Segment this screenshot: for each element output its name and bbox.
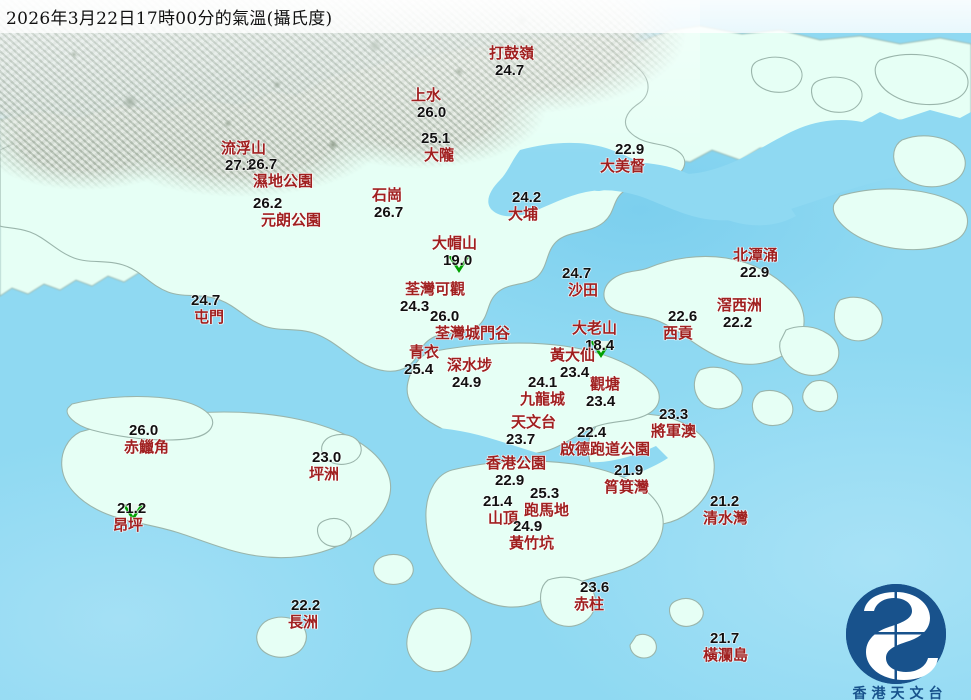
station-temperature-value: 22.4: [577, 424, 607, 441]
station-name: 大老山: [572, 319, 618, 337]
station-temperature-value: 18.4: [585, 337, 615, 354]
station-temperature-value: 23.3: [659, 406, 689, 423]
station-name: 觀塘: [590, 375, 621, 393]
station-name: 深水埗: [447, 356, 493, 374]
station-temperature-value: 25.3: [530, 485, 560, 502]
station-temperature-value: 21.2: [710, 493, 740, 510]
station-temperature-value: 26.2: [253, 195, 283, 212]
station-name: 流浮山: [221, 139, 267, 157]
station-name: 赤柱: [574, 595, 605, 613]
triangle-marker-icon: [590, 341, 612, 358]
station-temperature-value: 24.3: [400, 298, 430, 315]
triangle-marker-icon: [122, 504, 144, 521]
station-temperature-value: 22.2: [291, 597, 321, 614]
station-name: 荃灣可觀: [405, 280, 466, 298]
station-temperature-value: 23.4: [586, 393, 616, 410]
station-temperature-value: 26.7: [374, 204, 404, 221]
station-name: 啟德跑道公園: [560, 440, 651, 458]
station-temperature-value: 24.2: [512, 189, 542, 206]
station-name: 大埔: [508, 205, 539, 223]
station-name: 天文台: [511, 413, 557, 431]
station-name: 山頂: [488, 509, 519, 527]
station-temperature-value: 23.6: [580, 579, 610, 596]
station-temperature-value: 22.9: [495, 472, 525, 489]
station-name: 青衣: [409, 343, 440, 361]
station-name: 跑馬地: [524, 501, 570, 519]
title-bar: 2026年3月22日17時00分的氣溫(攝氏度): [0, 0, 971, 33]
station-temperature-value: 24.7: [495, 62, 525, 79]
station-temperature-value: 22.2: [723, 314, 753, 331]
station-name: 九龍城: [520, 390, 566, 408]
station-temperature-value: 23.7: [506, 431, 536, 448]
station-temperature-value: 24.9: [513, 518, 543, 535]
station-temperature-value: 21.4: [483, 493, 513, 510]
station-name: 黃竹坑: [509, 534, 555, 552]
station-temperature-value: 24.1: [528, 374, 558, 391]
station-temperature-value: 24.7: [191, 292, 221, 309]
station-temperature-value: 25.1: [421, 130, 451, 147]
station-temperature-value: 24.9: [452, 374, 482, 391]
station-name: 屯門: [194, 308, 225, 326]
station-temperature-value: 22.9: [740, 264, 770, 281]
station-name: 橫瀾島: [703, 646, 749, 664]
station-name: 打鼓嶺: [489, 44, 535, 62]
logo-name-cn: 香港天文台: [852, 686, 948, 700]
station-name: 滘西洲: [717, 296, 763, 314]
station-name: 石崗: [372, 186, 403, 204]
station-name: 荃灣城門谷: [435, 324, 511, 342]
station-name: 坪洲: [309, 465, 340, 483]
page-title: 2026年3月22日17時00分的氣溫(攝氏度): [6, 9, 333, 29]
station-temperature-value: 27.1: [225, 157, 255, 174]
mainland-satellite-imagery: [0, 0, 690, 205]
station-name: 大美督: [600, 157, 646, 175]
station-name: 將軍澳: [651, 422, 697, 440]
station-temperature-value: 21.2: [117, 500, 147, 517]
station-name: 元朗公園: [261, 211, 322, 229]
station-name: 大隴: [424, 146, 455, 164]
station-temperature-value: 22.9: [615, 141, 645, 158]
station-name: 清水灣: [703, 509, 749, 527]
station-temperature-value: 22.6: [668, 308, 698, 325]
station-temperature-value: 19.0: [443, 252, 473, 269]
station-temperature-value: 26.0: [417, 104, 447, 121]
mainland-haze-overlay: [0, 0, 700, 220]
station-temperature-value: 23.4: [560, 364, 590, 381]
station-temperature-value: 21.9: [614, 462, 644, 479]
station-name: 昂坪: [113, 516, 144, 534]
station-temperature-value: 21.7: [710, 630, 740, 647]
station-temperature-value: 26.0: [129, 422, 159, 439]
station-name: 上水: [411, 86, 442, 104]
station-name: 香港公園: [486, 454, 547, 472]
station-temperature-value: 26.7: [248, 156, 278, 173]
hko-logo: 香港天文台 HONG KONG OBSERVATORY: [846, 584, 956, 700]
triangle-marker-icon: [448, 256, 470, 273]
station-name: 長洲: [288, 613, 319, 631]
station-temperature-value: 23.0: [312, 449, 342, 466]
station-name: 黃大仙: [550, 346, 596, 364]
station-name: 筲箕灣: [604, 478, 650, 496]
station-temperature-value: 24.7: [562, 265, 592, 282]
station-name: 沙田: [568, 281, 599, 299]
station-name: 大帽山: [432, 234, 478, 252]
station-name: 西貢: [663, 324, 694, 342]
station-name: 赤鱲角: [124, 438, 170, 456]
station-name: 濕地公園: [253, 172, 314, 190]
station-temperature-value: 26.0: [430, 308, 460, 325]
station-name: 北潭涌: [733, 246, 779, 264]
station-temperature-value: 25.4: [404, 361, 434, 378]
logo-mark: [846, 584, 946, 684]
